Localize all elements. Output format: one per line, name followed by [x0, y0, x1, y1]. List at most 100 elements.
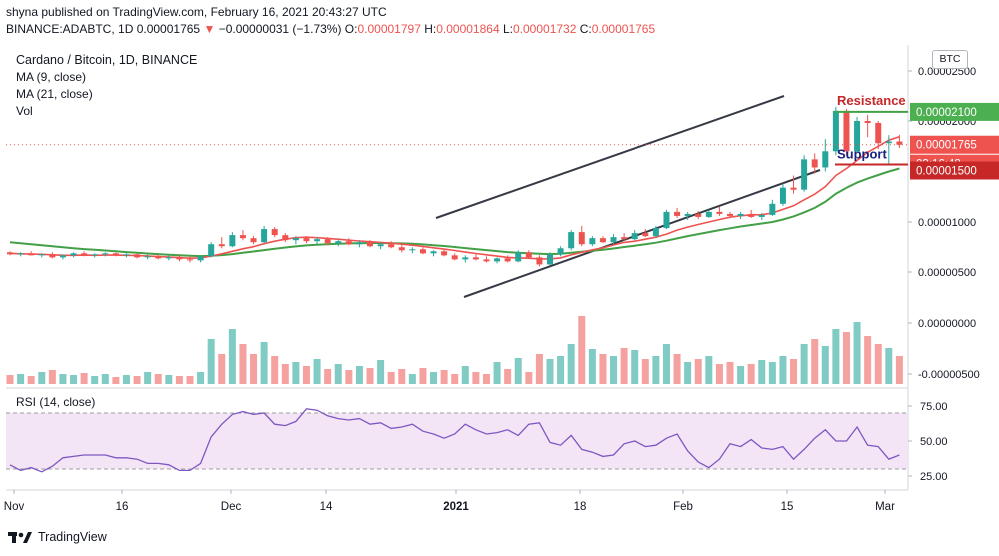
- volume-bar: [525, 372, 533, 384]
- price-tick-label: 0.00000000: [918, 318, 976, 330]
- candle-body: [578, 232, 585, 245]
- candle-body: [462, 257, 469, 260]
- volume-bar: [620, 348, 628, 384]
- volume-bar: [864, 336, 872, 384]
- candle-body: [345, 241, 352, 245]
- legend-ma21: MA (21, close): [16, 87, 93, 101]
- candle-body: [292, 238, 299, 241]
- candle-body: [864, 121, 871, 124]
- volume-bar: [345, 370, 353, 384]
- volume-bar: [324, 369, 332, 384]
- candle-body: [801, 159, 808, 190]
- candle-body: [610, 237, 617, 243]
- rsi-band: [6, 412, 908, 470]
- candle-body: [239, 235, 246, 239]
- candle-body: [123, 254, 130, 256]
- volume-bar: [737, 366, 745, 384]
- volume-bar: [27, 376, 35, 384]
- time-tick-label: 18: [574, 501, 587, 513]
- volume-bar: [779, 356, 787, 384]
- volume-bar: [59, 374, 67, 384]
- volume-bar: [768, 362, 776, 384]
- candle-body: [568, 232, 575, 249]
- candle-body: [758, 214, 765, 217]
- candle-body: [589, 238, 596, 245]
- rsi-polyline: [9, 408, 900, 473]
- candle-body: [599, 238, 606, 243]
- volume-bar: [48, 370, 56, 384]
- channel-lower-line: [463, 169, 821, 298]
- volume-bar: [832, 329, 840, 384]
- footer: TradingView: [8, 530, 107, 544]
- volume-bar: [842, 332, 850, 384]
- volume-bar: [38, 372, 46, 384]
- volume-bar: [535, 354, 543, 384]
- candle-body: [748, 213, 755, 217]
- volume-bar: [302, 366, 310, 384]
- rsi-legend: RSI (14, close): [16, 395, 96, 409]
- volume-bar: [895, 356, 903, 384]
- candle-body: [875, 123, 882, 144]
- volume-bar: [482, 374, 490, 384]
- candle-body: [843, 110, 850, 152]
- support-value-label: 0.00001500: [916, 166, 977, 178]
- resistance-value-label-box: [910, 102, 999, 121]
- volume-bar: [408, 374, 416, 384]
- volume-bar: [80, 373, 88, 384]
- volume-bar: [800, 344, 808, 384]
- time-tick-label: 15: [781, 501, 794, 513]
- candle-body: [303, 238, 310, 242]
- volume-bar: [17, 374, 25, 384]
- volume-bar: [313, 359, 321, 384]
- chart-title: Cardano / Bitcoin, 1D, BINANCE: [16, 53, 198, 67]
- candle-body: [208, 244, 215, 257]
- volume-bar: [430, 372, 438, 384]
- volume-bar: [260, 342, 268, 384]
- ma21-line: [9, 167, 900, 258]
- candle-body: [17, 253, 24, 255]
- axes: 0.000025000.000020000.000010000.00000500…: [4, 66, 999, 513]
- candle-body: [832, 110, 839, 152]
- candle-body: [727, 213, 733, 216]
- candle-body: [779, 187, 786, 204]
- candle-body: [769, 203, 776, 215]
- candle-body: [811, 159, 818, 168]
- volume-bar: [91, 376, 99, 384]
- volume-bar: [610, 356, 618, 384]
- last-price: 0.00001765: [136, 22, 201, 36]
- moving-averages: [9, 135, 900, 260]
- candle-body: [102, 253, 109, 255]
- volume-bar: [662, 344, 670, 384]
- volume-bar: [546, 359, 554, 384]
- volume-bar: [684, 362, 692, 384]
- candle-body: [547, 254, 553, 265]
- symbol-line: BINANCE:ADABTC, 1D: [6, 22, 134, 36]
- candle-body: [218, 244, 225, 247]
- ohlc-header: BINANCE:ADABTC, 1D 0.00001765 ▼ −0.00000…: [6, 22, 655, 36]
- volume-bar: [387, 372, 395, 384]
- volume-bar: [758, 360, 766, 384]
- candle-body: [557, 248, 564, 255]
- volume-bar: [631, 350, 639, 384]
- volume-bar: [588, 349, 596, 384]
- publish-info: shyna published on TradingView.com, Febr…: [6, 5, 387, 19]
- rsi-tick-label: 50.00: [920, 436, 948, 448]
- volume-bar: [292, 362, 300, 384]
- candle-body: [81, 253, 88, 256]
- volume-bar: [377, 360, 385, 384]
- currency-badge[interactable]: BTC: [932, 50, 968, 69]
- candle-body: [674, 211, 681, 216]
- candle-body: [134, 254, 141, 258]
- volume-bar: [747, 364, 755, 384]
- candle-body: [28, 253, 35, 256]
- candle-body: [430, 251, 437, 254]
- volume-bar: [673, 354, 681, 384]
- volume-bar: [504, 369, 512, 384]
- volume-bar: [250, 354, 258, 384]
- candle-body: [112, 253, 119, 256]
- candle-body: [271, 229, 278, 236]
- volume-bar: [175, 376, 183, 384]
- candle-body: [335, 241, 342, 244]
- volume-bar: [567, 344, 575, 384]
